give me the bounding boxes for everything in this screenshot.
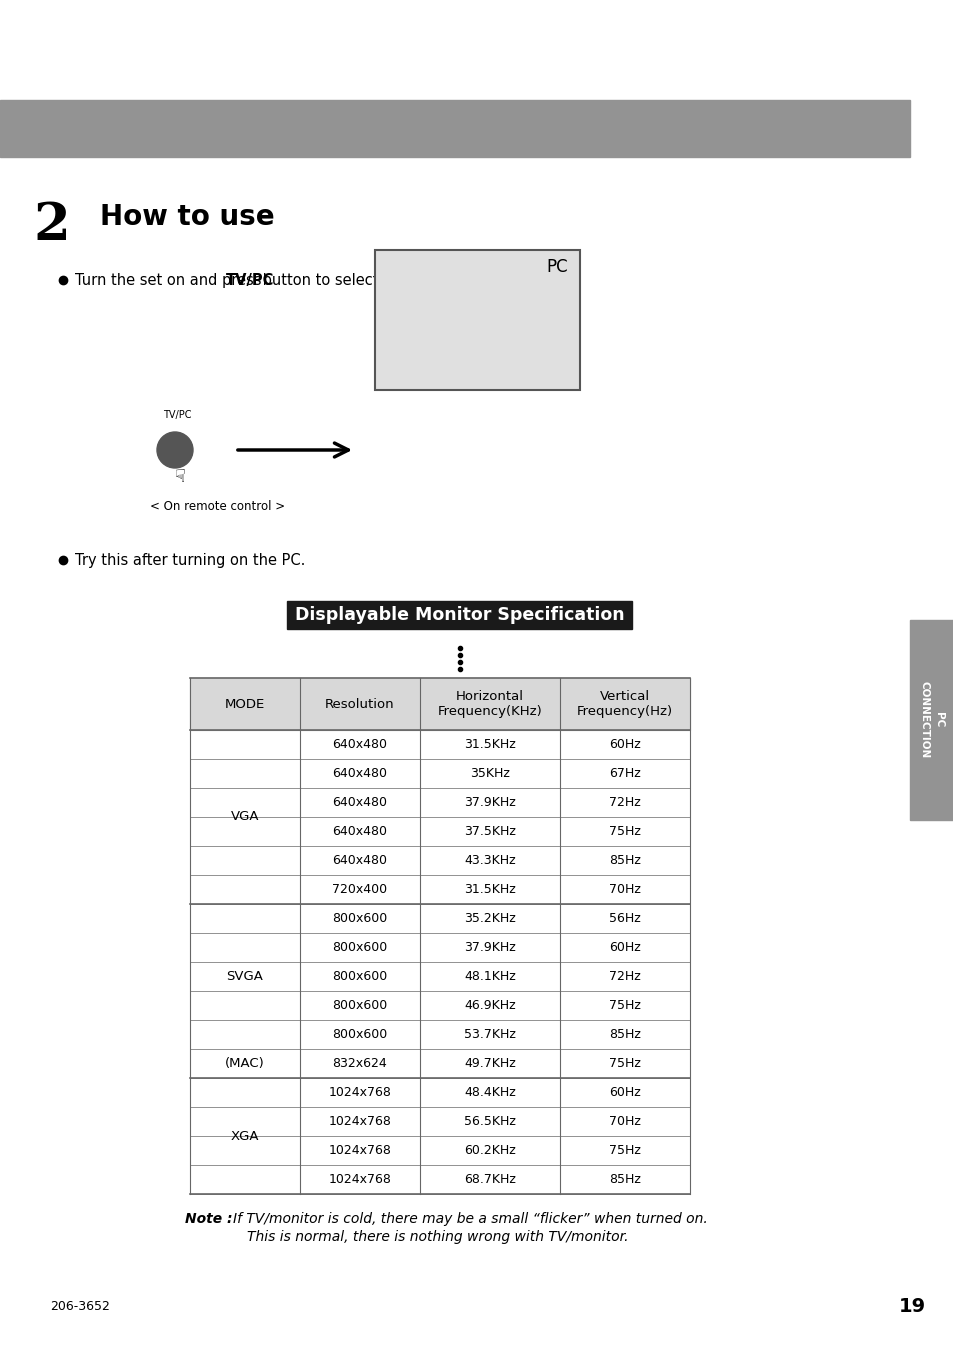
- Text: 1024x768: 1024x768: [328, 1115, 391, 1128]
- Text: 206-3652: 206-3652: [50, 1300, 110, 1313]
- Text: ☟: ☟: [174, 467, 185, 486]
- Bar: [190, 817, 689, 846]
- Text: 48.1KHz: 48.1KHz: [464, 970, 516, 984]
- Text: XGA: XGA: [231, 1129, 259, 1143]
- Bar: [375, 250, 579, 390]
- Text: 31.5KHz: 31.5KHz: [464, 738, 516, 751]
- Text: 60Hz: 60Hz: [608, 942, 640, 954]
- Text: 75Hz: 75Hz: [608, 1144, 640, 1156]
- Bar: [190, 1078, 689, 1106]
- Text: TV/PC: TV/PC: [163, 409, 192, 420]
- Text: Horizontal
Frequency(KHz): Horizontal Frequency(KHz): [437, 689, 542, 719]
- Bar: [190, 992, 689, 1020]
- Text: 800x600: 800x600: [332, 998, 387, 1012]
- Bar: [909, 620, 953, 820]
- Bar: [190, 678, 689, 730]
- Text: 640x480: 640x480: [333, 767, 387, 780]
- Bar: [190, 788, 689, 817]
- Text: 37.9KHz: 37.9KHz: [464, 942, 516, 954]
- Text: TV/PC: TV/PC: [226, 273, 274, 288]
- Text: 1024x768: 1024x768: [328, 1173, 391, 1186]
- Bar: [190, 904, 689, 934]
- Text: 19: 19: [898, 1297, 925, 1316]
- Text: PC
CONNECTION: PC CONNECTION: [919, 681, 943, 759]
- Text: 35KHz: 35KHz: [470, 767, 510, 780]
- Text: 85Hz: 85Hz: [608, 1173, 640, 1186]
- Text: 68.7KHz: 68.7KHz: [463, 1173, 516, 1186]
- Text: How to use: How to use: [100, 203, 274, 231]
- Text: 60Hz: 60Hz: [608, 738, 640, 751]
- Text: 85Hz: 85Hz: [608, 1028, 640, 1042]
- Text: 49.7KHz: 49.7KHz: [464, 1056, 516, 1070]
- Text: 85Hz: 85Hz: [608, 854, 640, 867]
- Text: < On remote control >: < On remote control >: [150, 500, 285, 513]
- Bar: [190, 934, 689, 962]
- Text: 640x480: 640x480: [333, 825, 387, 838]
- Text: 800x600: 800x600: [332, 942, 387, 954]
- Text: 800x600: 800x600: [332, 912, 387, 925]
- Bar: [190, 1106, 689, 1136]
- Text: 2: 2: [33, 200, 71, 250]
- Text: This is normal, there is nothing wrong with TV/monitor.: This is normal, there is nothing wrong w…: [247, 1229, 628, 1244]
- Text: 75Hz: 75Hz: [608, 825, 640, 838]
- Text: 640x480: 640x480: [333, 854, 387, 867]
- Bar: [190, 875, 689, 904]
- Text: 720x400: 720x400: [332, 884, 387, 896]
- Bar: [287, 601, 632, 630]
- Text: 1024x768: 1024x768: [328, 1144, 391, 1156]
- Text: VGA: VGA: [231, 811, 259, 824]
- Text: 35.2KHz: 35.2KHz: [464, 912, 516, 925]
- Bar: [190, 1136, 689, 1165]
- Text: 60Hz: 60Hz: [608, 1086, 640, 1098]
- Text: 53.7KHz: 53.7KHz: [463, 1028, 516, 1042]
- Bar: [190, 1165, 689, 1194]
- Circle shape: [157, 432, 193, 467]
- Text: 43.3KHz: 43.3KHz: [464, 854, 516, 867]
- Bar: [0, 100, 909, 157]
- Text: 75Hz: 75Hz: [608, 998, 640, 1012]
- Text: 72Hz: 72Hz: [608, 796, 640, 809]
- Text: Note :: Note :: [185, 1212, 237, 1225]
- Text: 48.4KHz: 48.4KHz: [464, 1086, 516, 1098]
- Text: SVGA: SVGA: [226, 970, 263, 984]
- Text: 37.9KHz: 37.9KHz: [464, 796, 516, 809]
- Text: Try this after turning on the PC.: Try this after turning on the PC.: [75, 553, 305, 567]
- Text: button to select [PC].: button to select [PC].: [258, 273, 418, 288]
- Text: PC: PC: [546, 258, 567, 276]
- Bar: [190, 759, 689, 788]
- Text: 1024x768: 1024x768: [328, 1086, 391, 1098]
- Text: If TV/monitor is cold, there may be a small “flicker” when turned on.: If TV/monitor is cold, there may be a sm…: [233, 1212, 707, 1225]
- Text: 31.5KHz: 31.5KHz: [464, 884, 516, 896]
- Text: 800x600: 800x600: [332, 970, 387, 984]
- Text: 800x600: 800x600: [332, 1028, 387, 1042]
- Text: (MAC): (MAC): [225, 1056, 265, 1070]
- Text: MODE: MODE: [225, 697, 265, 711]
- Text: 832x624: 832x624: [333, 1056, 387, 1070]
- Text: 75Hz: 75Hz: [608, 1056, 640, 1070]
- Text: 640x480: 640x480: [333, 796, 387, 809]
- Bar: [190, 1020, 689, 1048]
- Text: 640x480: 640x480: [333, 738, 387, 751]
- Text: 46.9KHz: 46.9KHz: [464, 998, 516, 1012]
- Text: 56.5KHz: 56.5KHz: [463, 1115, 516, 1128]
- Bar: [190, 730, 689, 759]
- Bar: [190, 1048, 689, 1078]
- Bar: [190, 962, 689, 992]
- Text: 67Hz: 67Hz: [608, 767, 640, 780]
- Text: 56Hz: 56Hz: [608, 912, 640, 925]
- Text: Resolution: Resolution: [325, 697, 395, 711]
- Bar: [190, 846, 689, 875]
- Text: Displayable Monitor Specification: Displayable Monitor Specification: [294, 607, 624, 624]
- Text: 72Hz: 72Hz: [608, 970, 640, 984]
- Text: 70Hz: 70Hz: [608, 884, 640, 896]
- Text: Turn the set on and press: Turn the set on and press: [75, 273, 266, 288]
- Text: 70Hz: 70Hz: [608, 1115, 640, 1128]
- Text: 37.5KHz: 37.5KHz: [463, 825, 516, 838]
- Text: 60.2KHz: 60.2KHz: [464, 1144, 516, 1156]
- Text: Vertical
Frequency(Hz): Vertical Frequency(Hz): [577, 689, 673, 719]
